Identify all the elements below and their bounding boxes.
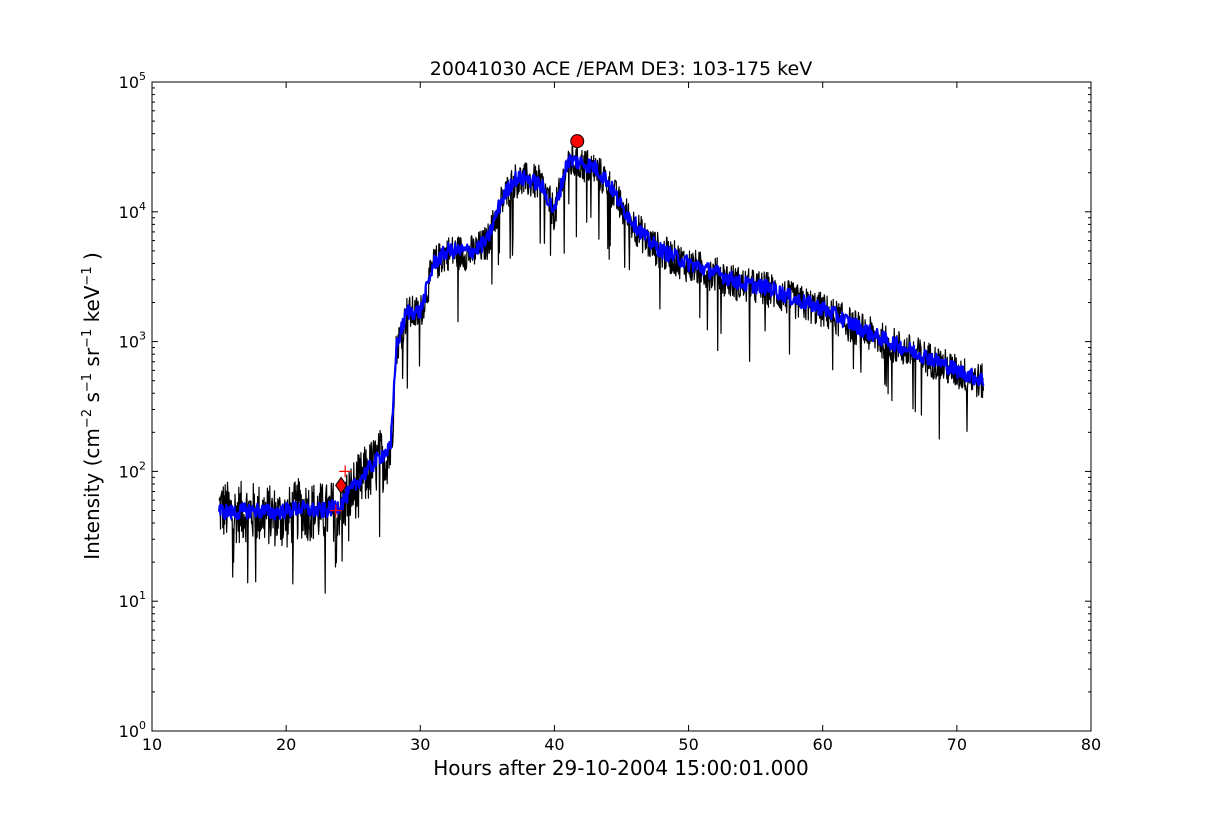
x-tick-label: 30: [410, 735, 430, 754]
x-tick-label: 40: [544, 735, 564, 754]
y-tick-label: 103: [119, 330, 146, 352]
y-axis-label: Intensity (cm−2 s−1 sr−1 keV−1 ): [80, 252, 104, 560]
x-tick-label: 60: [813, 735, 833, 754]
marker-circle-1: [570, 134, 585, 149]
y-tick-label: 104: [119, 200, 146, 222]
series-line-2: [218, 153, 985, 521]
x-tick-label: 10: [142, 735, 162, 754]
series-line-1: [218, 145, 984, 594]
x-tick-label: 70: [947, 735, 967, 754]
x-tick-label: 50: [678, 735, 698, 754]
marker-diamond-2: [335, 476, 348, 495]
x-tick-label: 20: [276, 735, 296, 754]
plot-area: [218, 134, 985, 594]
marker-plus-3: [339, 465, 352, 478]
y-tick-label: 102: [119, 459, 146, 481]
plot-frame: [151, 81, 1092, 732]
y-tick-label: 100: [119, 719, 146, 741]
marker-plus-4: [329, 504, 342, 517]
x-axis-label: Hours after 29-10-2004 15:00:01.000: [433, 756, 809, 780]
chart-title: 20041030 ACE /EPAM DE3: 103-175 keV: [430, 58, 812, 80]
y-tick-label: 101: [119, 589, 146, 611]
y-axis: 100 101 102 103 104 105: [119, 70, 1091, 741]
y-tick-label: 105: [119, 70, 146, 92]
x-tick-label: 80: [1081, 735, 1101, 754]
x-axis: 10 20 30 40 50 60 70 80: [142, 82, 1101, 754]
